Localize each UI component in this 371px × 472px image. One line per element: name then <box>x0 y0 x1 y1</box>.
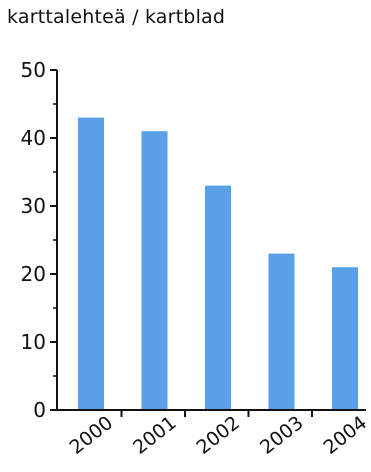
x-tick-label-2004: 2004 <box>319 412 371 459</box>
x-tick-label-2000: 2000 <box>65 412 117 459</box>
x-tick-label-2002: 2002 <box>192 412 244 459</box>
y-tick-label-10: 10 <box>21 330 46 354</box>
bar-2002 <box>205 185 231 410</box>
bar-2001 <box>141 131 168 410</box>
bar-2000 <box>78 117 104 410</box>
unit-label: karttalehteä / kartblad <box>7 6 226 28</box>
x-tick-label-2001: 2001 <box>129 412 181 459</box>
y-tick-label-40: 40 <box>21 126 46 150</box>
bar-2004 <box>332 267 358 410</box>
y-tick-label-30: 30 <box>21 194 46 218</box>
y-tick-label-20: 20 <box>21 262 46 286</box>
x-tick-label-2003: 2003 <box>256 412 308 459</box>
y-tick-label-50: 50 <box>21 58 46 82</box>
y-tick-label-0: 0 <box>33 398 46 422</box>
bar-2003 <box>268 253 295 410</box>
